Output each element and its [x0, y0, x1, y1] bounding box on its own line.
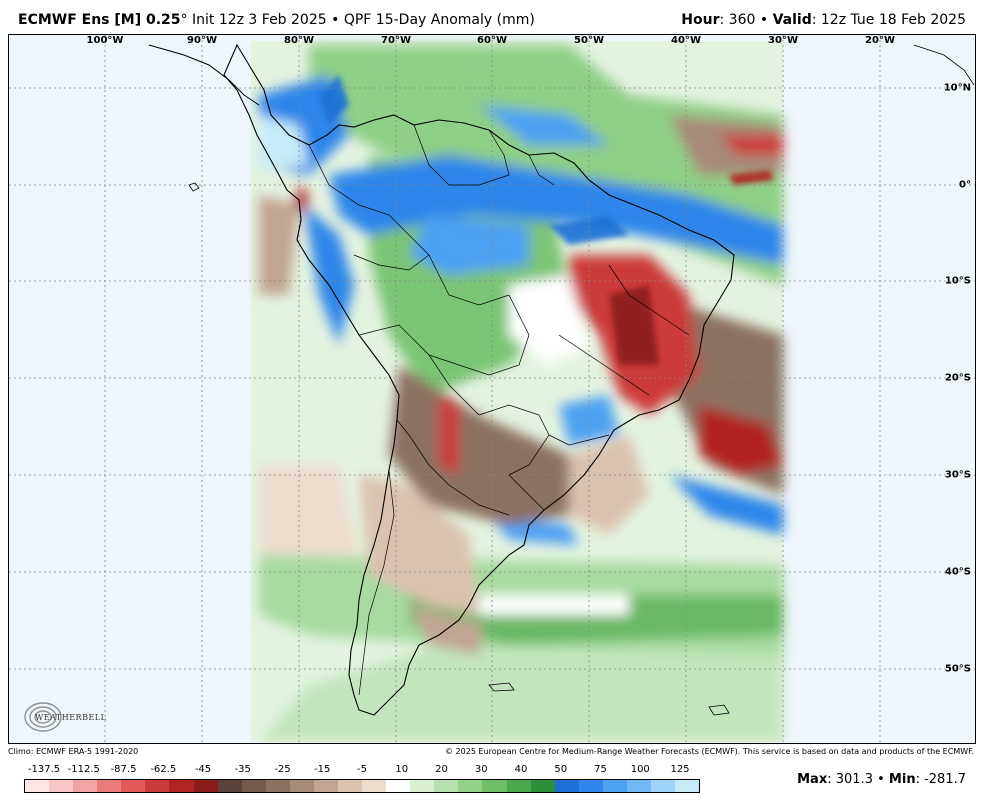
- colorbar-segment: [169, 780, 194, 792]
- colorbar-segment: [602, 780, 627, 792]
- colorbar-segment: [97, 780, 122, 792]
- colorbar-segment: [121, 780, 146, 792]
- anomaly-field: [251, 41, 783, 741]
- islands: [188, 44, 975, 716]
- colorbar-segment: [386, 780, 411, 792]
- colorbar-tick-label: -5: [357, 764, 367, 775]
- max-label: Max: [797, 772, 828, 787]
- colorbar-tick-label: -112.5: [67, 764, 100, 775]
- graticule: [9, 35, 975, 743]
- colorbar: [24, 779, 700, 793]
- map-panel: 100°W 90°W 80°W 70°W 60°W 50°W 40°W 30°W…: [8, 34, 976, 744]
- colorbar-segment: [410, 780, 435, 792]
- colorbar-segment: [482, 780, 507, 792]
- valid-label: Valid: [772, 12, 812, 28]
- max-min-stats: Max: 301.3 • Min: -281.7: [797, 772, 966, 787]
- valid-bullet: •: [759, 12, 769, 28]
- colorbar-segment: [145, 780, 170, 792]
- colorbar-tick-label: 10: [395, 764, 409, 775]
- colorbar-segment: [25, 780, 50, 792]
- lon-label-70w: 70°W: [381, 35, 411, 46]
- colorbar-segment: [313, 780, 339, 792]
- colorbar-tick-label: 30: [474, 764, 488, 775]
- lat-label-0: 0°: [959, 179, 971, 191]
- lat-label-30s: 30°S: [944, 469, 971, 481]
- colorbar-segment: [362, 780, 387, 792]
- lon-label-20w: 20°W: [865, 35, 895, 46]
- climo-note: Climo: ECMWF ERA-5 1991-2020: [8, 747, 139, 756]
- lat-label-50s: 50°S: [944, 663, 971, 675]
- colorbar-labels: -137.5 -112.5 -87.5 -62.5 -45 -35 -25 -15 -5 10 20…: [24, 764, 700, 778]
- colorbar-segment: [554, 780, 579, 792]
- anomaly-map: [9, 35, 975, 743]
- header: ECMWF Ens [M] 0.25° Init 12z 3 Feb 2025 …: [0, 0, 984, 34]
- coastline-south-america: [223, 43, 735, 716]
- colorbar-tick-label: 100: [630, 764, 650, 775]
- lon-label-40w: 40°W: [671, 35, 701, 46]
- colorbar-segment: [73, 780, 98, 792]
- colorbar-segment: [458, 780, 483, 792]
- lat-label-40s: 40°S: [944, 566, 971, 578]
- min-label: Min: [888, 772, 916, 787]
- colorbar-tick-label: -137.5: [27, 764, 61, 775]
- lon-label-50w: 50°W: [574, 35, 604, 46]
- lon-label-100w: 100°W: [86, 35, 124, 46]
- coastline-central-america: [148, 44, 260, 106]
- colorbar-tick-label: 20: [435, 764, 448, 775]
- colorbar-segment: [675, 780, 700, 792]
- lat-label-10n: 10°N: [943, 82, 971, 94]
- colorbar-segment: [193, 780, 218, 792]
- chart-title: ECMWF Ens [M] 0.25° Init 12z 3 Feb 2025 …: [18, 12, 535, 28]
- max-value: : 301.3: [827, 772, 873, 787]
- colorbar-tick-label: -62.5: [150, 764, 177, 775]
- colorbar-segment: [626, 780, 652, 792]
- colorbar-segment: [49, 780, 74, 792]
- colorbar-segment: [578, 780, 603, 792]
- colorbar-segment: [217, 780, 242, 792]
- colorbar-tick-label: 40: [514, 764, 528, 775]
- lat-label-10s: 10°S: [944, 275, 971, 287]
- weatherbell-swirl-logo-icon: [24, 702, 62, 732]
- valid-info: Hour: 360 • Valid: 12z Tue 18 Feb 2025: [681, 12, 966, 28]
- colorbar-tick-label: 125: [670, 764, 690, 775]
- colorbar-segment: [289, 780, 314, 792]
- hour-value: : 360: [719, 12, 756, 28]
- hour-label: Hour: [681, 12, 720, 28]
- colorbar-segment: [265, 780, 290, 792]
- colorbar-tick-label: 50: [554, 764, 568, 775]
- colorbar-tick-label: 75: [594, 764, 607, 775]
- model-name: ECMWF Ens [M] 0.25: [18, 12, 181, 28]
- lon-label-30w: 30°W: [768, 35, 798, 46]
- title-bullet: •: [331, 12, 340, 28]
- colorbar-segment: [338, 780, 363, 792]
- weatherbell-logo: WEATHERBELL: [13, 695, 107, 739]
- colorbar-segment: [241, 780, 266, 792]
- init-time: Init 12z 3 Feb 2025: [191, 12, 327, 28]
- product-name: QPF 15-Day Anomaly (mm): [343, 12, 535, 28]
- colorbar-segment: [434, 780, 459, 792]
- lat-label-20s: 20°S: [944, 372, 971, 384]
- min-value: : -281.7: [915, 772, 966, 787]
- valid-value: : 12z Tue 18 Feb 2025: [811, 12, 966, 28]
- lon-label-80w: 80°W: [284, 35, 314, 46]
- copyright-note: © 2025 European Centre for Medium-Range …: [445, 747, 974, 756]
- country-borders: [308, 124, 690, 696]
- colorbar-tick-label: -25: [274, 764, 291, 775]
- stats-bullet: •: [877, 772, 885, 787]
- colorbar-tick-label: -15: [314, 764, 331, 775]
- colorbar-tick-label: -45: [194, 764, 212, 775]
- degree-symbol: °: [180, 12, 188, 28]
- colorbar-segment: [651, 780, 676, 792]
- lon-label-60w: 60°W: [477, 35, 507, 46]
- colorbar-tick-label: -35: [234, 764, 251, 775]
- logo-text: WEATHERBELL: [35, 713, 107, 722]
- colorbar-segment: [506, 780, 531, 792]
- colorbar-segment: [530, 780, 555, 792]
- colorbar-tick-label: -87.5: [110, 764, 137, 775]
- lon-label-90w: 90°W: [187, 35, 217, 46]
